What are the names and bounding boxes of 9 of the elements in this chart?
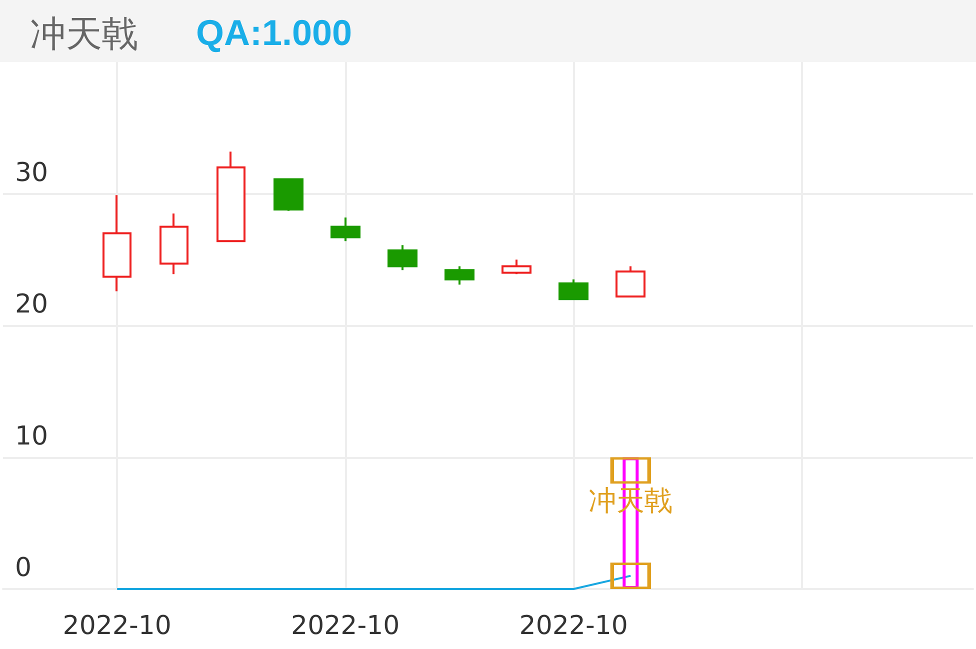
chart-title: 冲天戟 — [30, 13, 138, 57]
y-tick-label: 30 — [15, 158, 48, 188]
y-tick-label: 20 — [15, 290, 48, 320]
x-tick-label: 2022-10 — [62, 611, 172, 641]
y-tick-label: 10 — [15, 421, 48, 452]
x-tick-label: 2022-10 — [519, 611, 628, 641]
x-tick-label: 2022-10 — [291, 611, 400, 641]
chart-subtitle: QA:1.000 — [196, 12, 352, 54]
y-tick-label: 0 — [15, 553, 32, 583]
